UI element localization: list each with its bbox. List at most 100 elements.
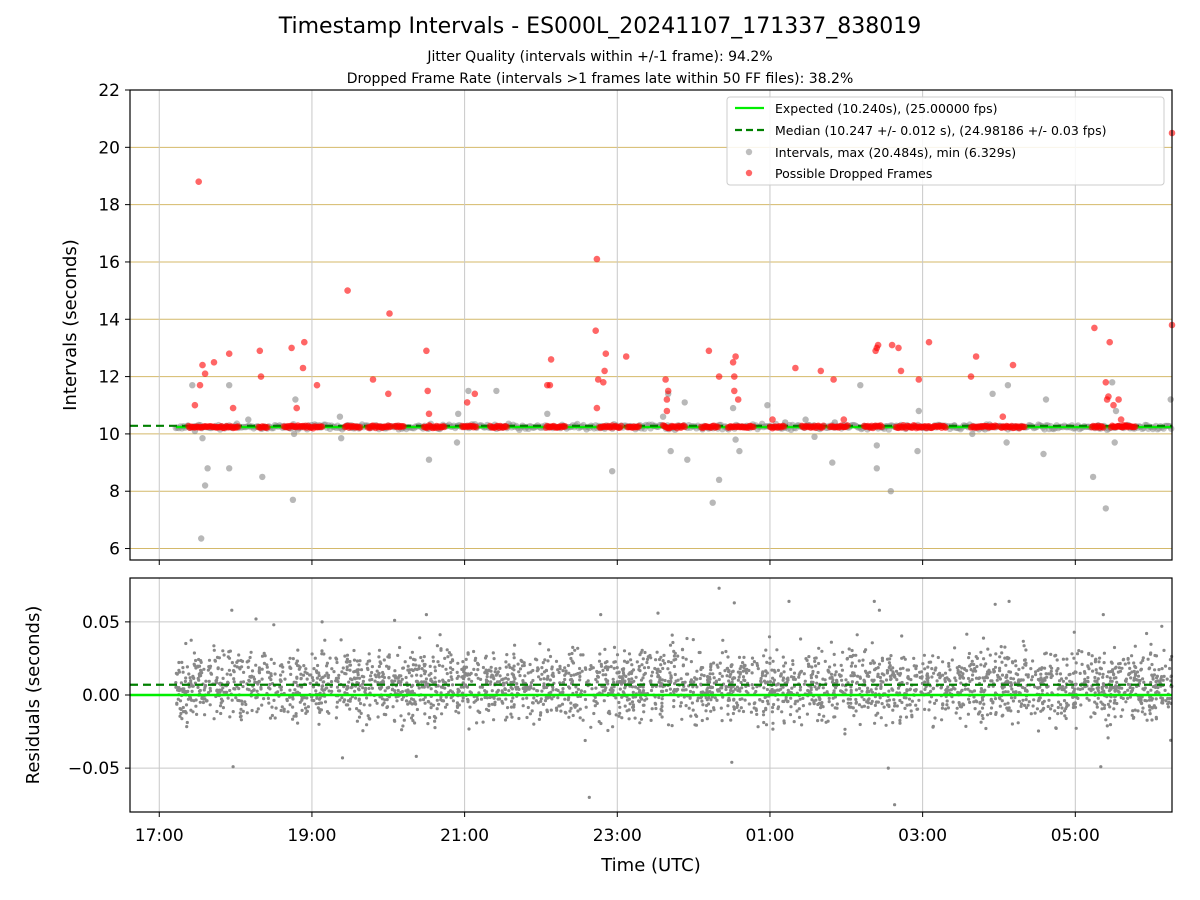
residual-point	[493, 700, 497, 704]
residual-point	[706, 686, 710, 690]
interval-point	[1004, 382, 1012, 389]
residual-point	[309, 673, 313, 677]
residual-point	[666, 723, 671, 727]
residual-point	[700, 673, 704, 677]
residual-point	[353, 677, 357, 681]
residual-point	[1162, 674, 1166, 679]
residual-point	[611, 725, 615, 729]
residual-point	[612, 645, 617, 650]
residual-point	[923, 707, 927, 712]
residual-point	[688, 696, 692, 700]
x-axis-label: Time (UTC)	[600, 855, 701, 876]
residual-point	[592, 699, 596, 703]
residual-point	[370, 677, 374, 682]
residual-point	[197, 657, 201, 662]
residual-point	[710, 685, 715, 690]
residual-point	[1154, 715, 1158, 719]
residual-point	[230, 698, 234, 702]
residual-point	[176, 688, 180, 692]
dropped-frame-point	[731, 387, 738, 395]
residual-point	[789, 667, 793, 672]
residual-point	[492, 657, 496, 661]
interval-point	[915, 407, 922, 415]
residual-point	[436, 660, 440, 664]
residual-point	[526, 705, 530, 710]
dropped-frame-point	[1105, 393, 1112, 400]
residual-point	[1074, 661, 1078, 665]
residual-point	[1117, 690, 1121, 694]
residual-point	[190, 689, 194, 694]
residual-point	[510, 699, 514, 703]
residual-point	[578, 674, 582, 679]
dropped-frame-point	[1021, 423, 1028, 431]
residual-point	[346, 703, 350, 707]
residual-point	[792, 671, 797, 675]
residual-point	[945, 689, 949, 693]
residual-point	[986, 647, 990, 651]
residual-point	[903, 706, 907, 711]
residual-point	[265, 665, 269, 669]
residual-point	[1156, 686, 1160, 690]
dropped-frame-point	[318, 423, 326, 431]
residual-point	[410, 674, 414, 678]
residual-point	[559, 709, 563, 713]
residual-point	[1153, 668, 1157, 672]
residual-point	[1110, 679, 1114, 683]
residual-point	[982, 679, 987, 683]
residual-point	[998, 704, 1002, 708]
residual-point	[846, 701, 850, 705]
residual-point	[1059, 703, 1063, 707]
residual-point	[843, 732, 847, 736]
residual-point	[385, 664, 389, 668]
residual-point	[522, 663, 526, 668]
residual-point	[288, 703, 292, 707]
residual-point	[292, 714, 296, 718]
residual-point	[564, 669, 568, 673]
residual-point	[435, 644, 439, 648]
residual-point	[189, 638, 193, 642]
residual-point	[310, 676, 314, 680]
residual-point	[854, 688, 859, 692]
residual-point	[537, 675, 541, 679]
residual-point	[1105, 724, 1109, 728]
residual-point	[413, 721, 417, 725]
residual-point	[698, 676, 702, 681]
residual-point	[417, 664, 421, 668]
residual-point	[1038, 667, 1042, 671]
residual-point	[505, 681, 509, 685]
residual-point	[865, 689, 870, 693]
residuals-y-axis-label: Residuals (seconds)	[23, 606, 44, 785]
residual-point	[617, 679, 622, 684]
residual-point	[1000, 651, 1004, 655]
residual-point	[1050, 666, 1054, 670]
residual-point	[329, 680, 334, 684]
residual-point	[886, 703, 890, 707]
residual-point	[573, 648, 577, 652]
residual-point	[339, 638, 343, 642]
residual-point	[1141, 656, 1145, 660]
dropped-frame-point	[635, 422, 643, 430]
residual-point	[526, 671, 530, 675]
residual-point	[558, 667, 562, 671]
interval-point	[729, 404, 737, 412]
residual-point	[439, 691, 443, 695]
residual-point	[849, 701, 853, 705]
residual-point	[739, 680, 743, 685]
residual-point	[456, 661, 460, 665]
residual-point	[320, 620, 324, 624]
residual-point	[672, 705, 676, 709]
residual-point	[1146, 657, 1150, 661]
residual-point	[1071, 695, 1075, 700]
dropped-frame-point	[400, 423, 407, 430]
residual-point	[402, 718, 406, 722]
residual-point	[646, 665, 651, 670]
residual-point	[934, 698, 939, 703]
residual-point	[869, 661, 873, 666]
residual-point	[821, 705, 825, 709]
residual-point	[362, 703, 366, 707]
residual-point	[492, 718, 496, 722]
dropped-frame-point	[705, 347, 713, 355]
residual-point	[450, 658, 455, 662]
residual-point	[177, 660, 181, 665]
residual-point	[893, 675, 897, 679]
